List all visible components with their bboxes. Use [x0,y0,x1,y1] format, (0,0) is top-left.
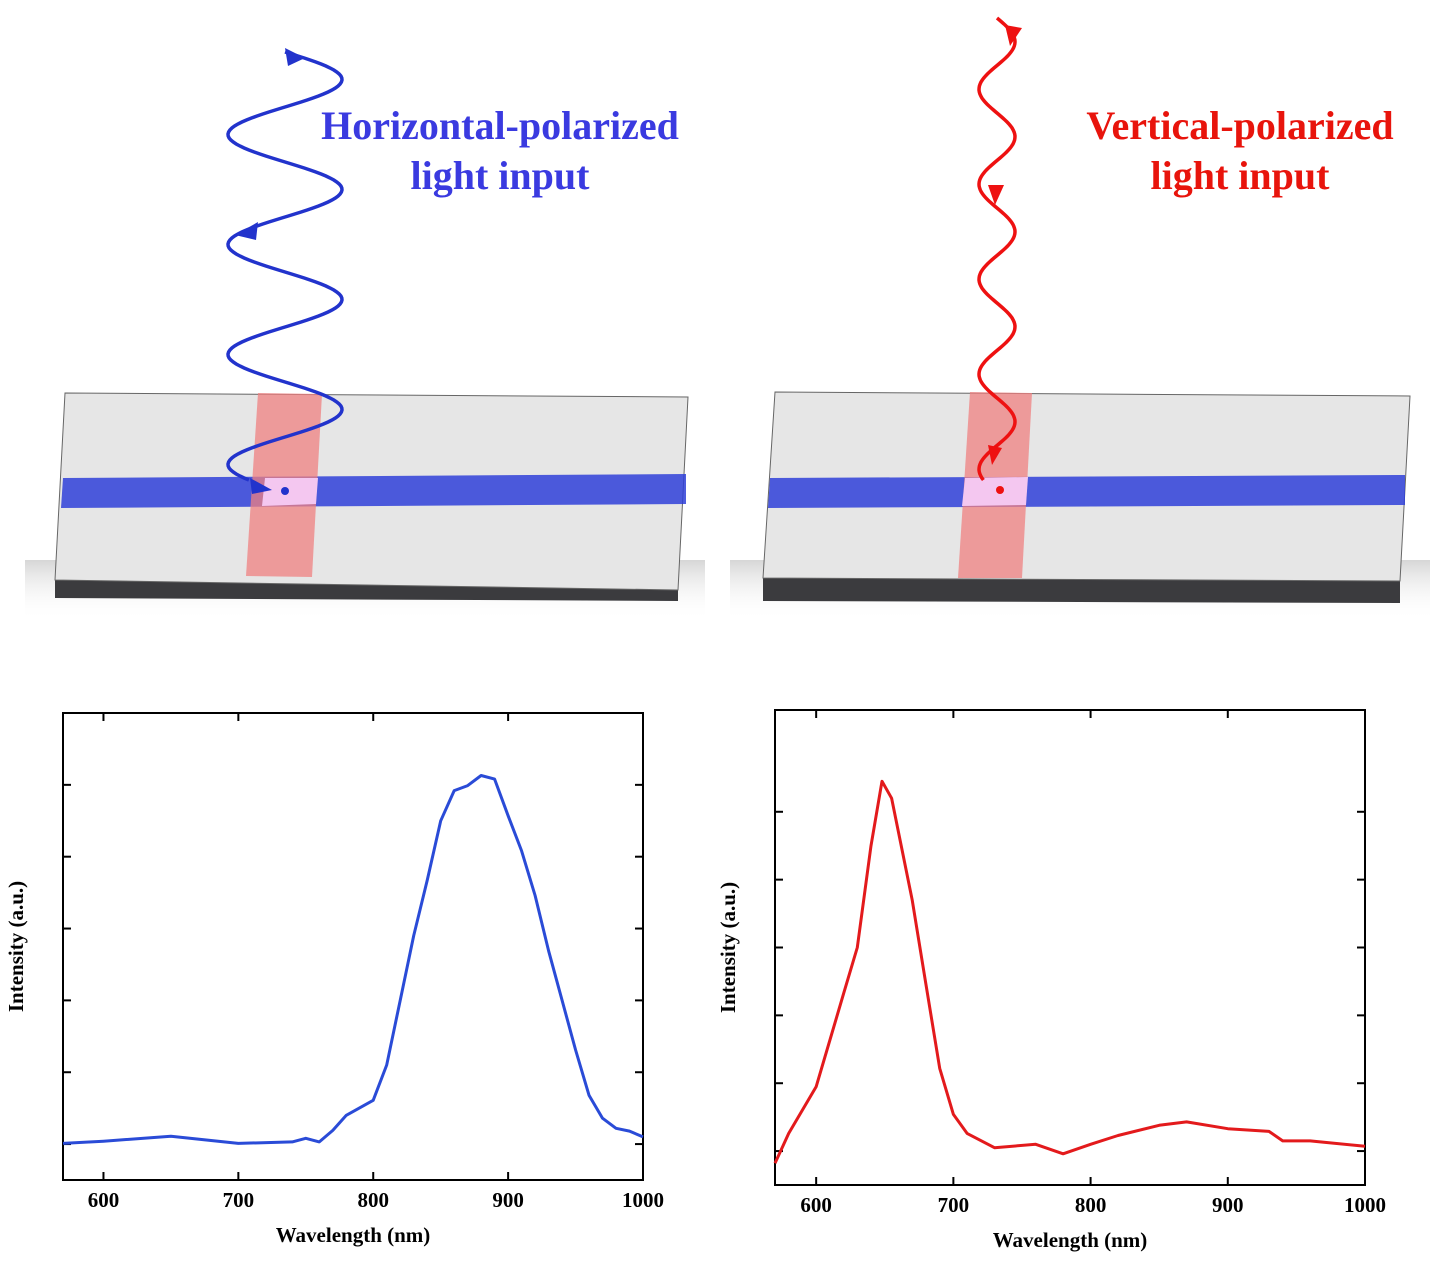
x-tick-label: 700 [223,1188,255,1212]
plot-frame [774,709,1366,1186]
x-tick-label: 900 [492,1188,524,1212]
x-axis-label: Wavelength (nm) [993,1228,1148,1252]
arrowhead [235,222,258,240]
panel-label: light input [411,153,591,198]
arrowhead [988,445,1002,465]
spectrum-line [773,779,1366,1164]
x-tick-label: 800 [357,1188,389,1212]
device-illustration [730,391,1430,620]
y-axis-label: Intensity (a.u.) [4,881,28,1012]
panel-label: light input [1151,153,1331,198]
x-tick-label: 900 [1212,1193,1244,1217]
arrowhead [250,478,272,494]
x-tick-label: 700 [938,1193,970,1217]
x-axis-label: Wavelength (nm) [276,1223,431,1247]
endpoint [996,486,1004,494]
x-tick-label: 600 [800,1193,832,1217]
x-tick-label: 1000 [622,1188,664,1212]
arrowhead [1005,25,1022,46]
spectrum-line [62,774,644,1145]
panel-label: Vertical-polarized [1086,103,1393,148]
x-tick-label: 800 [1075,1193,1107,1217]
arrowhead [285,48,305,66]
light-wave [977,16,1017,482]
device-illustration [25,392,705,620]
light-wave [226,50,344,482]
plot-frame [62,712,644,1181]
y-axis-label: Intensity (a.u.) [716,882,740,1013]
endpoint [281,487,289,495]
x-tick-label: 600 [88,1188,120,1212]
panel-label: Horizontal-polarized [321,103,679,148]
arrowhead [988,185,1004,205]
x-tick-label: 1000 [1344,1193,1386,1217]
